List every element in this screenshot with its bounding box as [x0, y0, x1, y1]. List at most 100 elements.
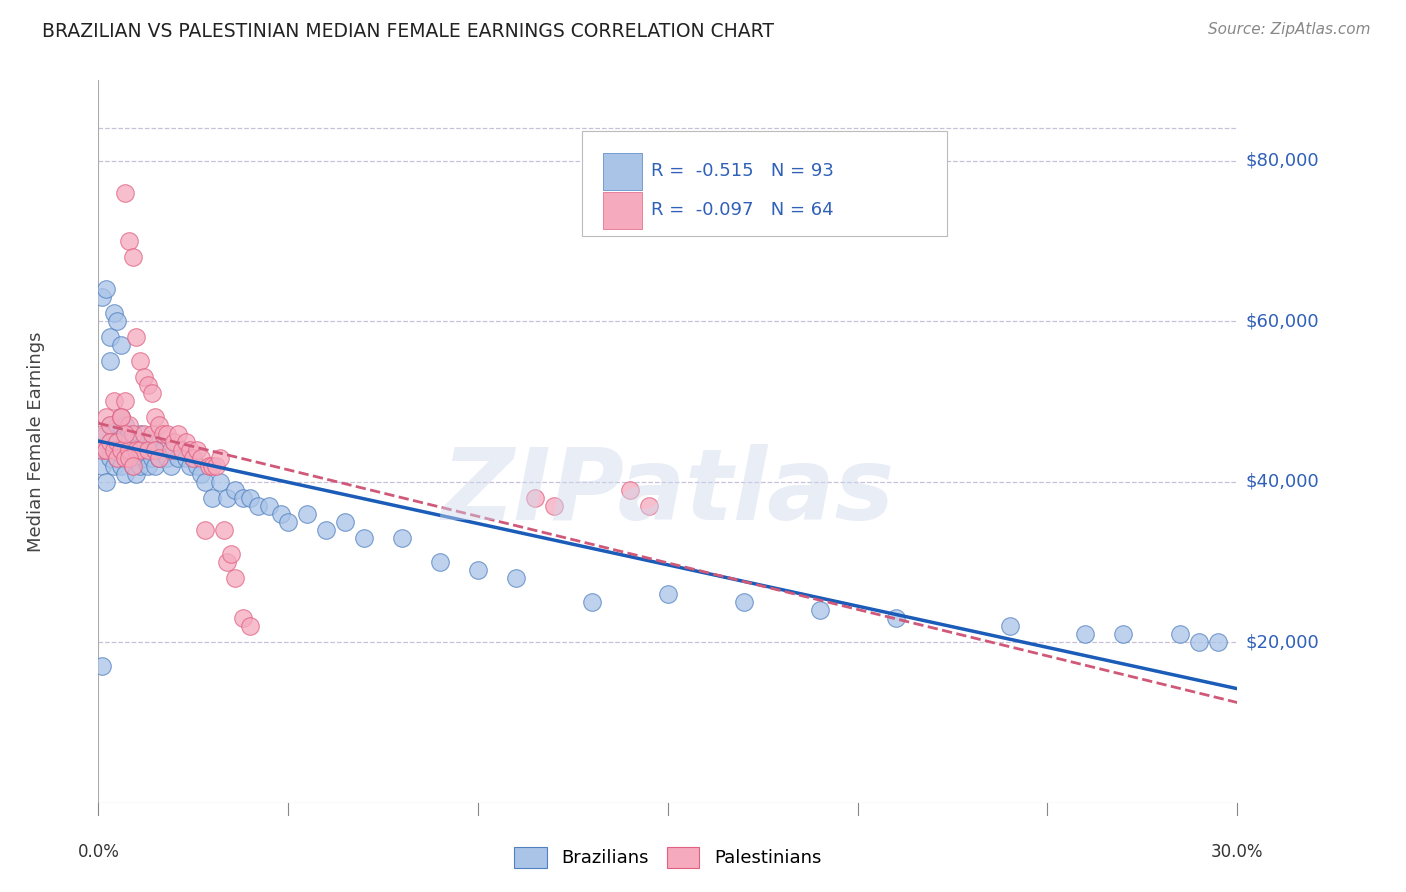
Point: [224, 483, 246, 497]
Text: $40,000: $40,000: [1246, 473, 1319, 491]
Point: [217, 555, 239, 569]
Point: [114, 394, 136, 409]
FancyBboxPatch shape: [603, 192, 641, 229]
Point: [132, 434, 155, 449]
Point: [141, 450, 163, 465]
Point: [657, 587, 679, 601]
Point: [110, 442, 132, 457]
Point: [132, 450, 155, 465]
Point: [125, 450, 148, 465]
Point: [467, 563, 489, 577]
Point: [145, 410, 167, 425]
Point: [1188, 635, 1211, 649]
Point: [118, 450, 141, 465]
Point: [110, 458, 132, 473]
Point: [91, 659, 114, 673]
Point: [103, 458, 125, 473]
Point: [884, 611, 907, 625]
Point: [103, 394, 125, 409]
Point: [129, 354, 152, 368]
Point: [98, 450, 121, 465]
Point: [1074, 627, 1097, 641]
Point: [239, 619, 262, 633]
Point: [114, 450, 136, 465]
Point: [183, 450, 205, 465]
Point: [110, 338, 132, 352]
Point: [110, 426, 132, 441]
Point: [167, 426, 190, 441]
Point: [259, 499, 281, 513]
Text: Median Female Earnings: Median Female Earnings: [27, 331, 45, 552]
Point: [121, 426, 143, 441]
Point: [110, 442, 132, 457]
Point: [103, 306, 125, 320]
Text: 30.0%: 30.0%: [1211, 843, 1264, 861]
Point: [145, 458, 167, 473]
Point: [197, 458, 219, 473]
Point: [125, 467, 148, 481]
Point: [201, 491, 224, 505]
Point: [132, 370, 155, 384]
Point: [179, 442, 201, 457]
Legend: Brazilians, Palestinians: Brazilians, Palestinians: [505, 838, 831, 877]
Point: [125, 330, 148, 344]
Point: [156, 426, 179, 441]
FancyBboxPatch shape: [603, 153, 641, 190]
Point: [129, 442, 152, 457]
Point: [98, 354, 121, 368]
Point: [152, 426, 174, 441]
Point: [94, 442, 117, 457]
Point: [208, 475, 231, 489]
Point: [998, 619, 1021, 633]
Point: [232, 491, 254, 505]
Text: $60,000: $60,000: [1246, 312, 1319, 330]
Point: [129, 426, 152, 441]
Point: [118, 442, 141, 457]
Point: [107, 450, 129, 465]
Text: R =  -0.097   N = 64: R = -0.097 N = 64: [651, 202, 834, 219]
Point: [186, 442, 208, 457]
Point: [277, 515, 299, 529]
Point: [136, 442, 159, 457]
Text: R =  -0.515   N = 93: R = -0.515 N = 93: [651, 162, 834, 180]
Point: [141, 386, 163, 401]
Point: [1170, 627, 1192, 641]
Point: [638, 499, 661, 513]
Point: [103, 426, 125, 441]
Point: [619, 483, 641, 497]
Point: [315, 523, 337, 537]
Point: [136, 378, 159, 392]
Point: [98, 418, 121, 433]
Point: [194, 523, 217, 537]
Point: [91, 458, 114, 473]
Point: [107, 434, 129, 449]
Point: [1112, 627, 1135, 641]
Point: [270, 507, 292, 521]
Point: [91, 426, 114, 441]
Point: [201, 458, 224, 473]
Point: [217, 491, 239, 505]
Point: [107, 434, 129, 449]
Point: [91, 442, 114, 457]
Point: [208, 450, 231, 465]
Point: [114, 434, 136, 449]
Point: [98, 330, 121, 344]
Point: [145, 442, 167, 457]
Point: [110, 410, 132, 425]
Point: [163, 442, 186, 457]
Point: [429, 555, 451, 569]
Text: BRAZILIAN VS PALESTINIAN MEDIAN FEMALE EARNINGS CORRELATION CHART: BRAZILIAN VS PALESTINIAN MEDIAN FEMALE E…: [42, 22, 775, 41]
Point: [129, 458, 152, 473]
Point: [118, 450, 141, 465]
Point: [239, 491, 262, 505]
Point: [733, 595, 755, 609]
Point: [194, 475, 217, 489]
Point: [94, 475, 117, 489]
Point: [98, 434, 121, 449]
Point: [297, 507, 319, 521]
Text: 0.0%: 0.0%: [77, 843, 120, 861]
Point: [141, 434, 163, 449]
Point: [190, 467, 212, 481]
Point: [118, 234, 141, 248]
Point: [121, 426, 143, 441]
